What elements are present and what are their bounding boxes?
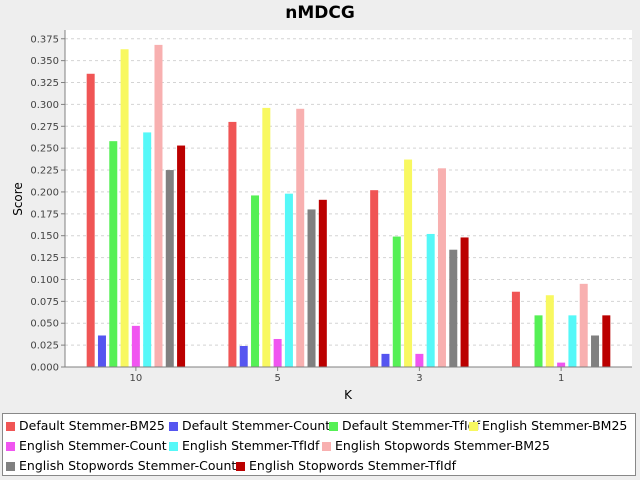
y-tick-label: 0.100 [30, 275, 59, 286]
y-tick-label: 0.375 [30, 34, 59, 45]
legend-swatch [322, 442, 331, 451]
legend-swatch [6, 422, 15, 431]
bar [318, 199, 327, 367]
legend-label: Default Stemmer-BM25 [19, 418, 165, 433]
legend-label: English Stopwords Stemmer-TfIdf [249, 458, 457, 473]
legend-label: Default Stemmer-TfIdf [342, 418, 480, 433]
y-tick-label: 0.250 [30, 144, 59, 155]
bar [557, 362, 566, 367]
legend-label: English Stemmer-TfIdf [182, 438, 320, 453]
legend-item: English Stemmer-BM25 [469, 416, 627, 436]
bar-chart: nMDCG 0.000 0.025 0.050 0.075 0.100 0.125 0.15… [11, 3, 632, 402]
bar [579, 283, 588, 367]
bar [239, 345, 248, 367]
y-tick-label: 0.125 [30, 253, 59, 264]
legend-swatch [469, 422, 478, 431]
bar [568, 315, 577, 367]
bar [415, 353, 424, 367]
y-tick-label: 0.150 [30, 231, 59, 242]
y-tick-label: 0.325 [30, 78, 59, 89]
bar [109, 141, 118, 367]
bar [120, 49, 129, 367]
bar [154, 44, 163, 367]
legend-item: Default Stemmer-Count [169, 416, 330, 436]
legend-item: English Stopwords Stemmer-Count [6, 456, 236, 476]
legend-item: Default Stemmer-BM25 [6, 416, 165, 436]
bar [296, 108, 305, 367]
x-tick-label: 1 [558, 373, 564, 384]
bar [404, 159, 413, 367]
chart-title: nMDCG [285, 3, 355, 23]
x-tick-label: 3 [416, 373, 422, 384]
legend-swatch [169, 422, 178, 431]
bar [273, 338, 282, 367]
bar [591, 335, 600, 367]
y-tick-label: 0.275 [30, 122, 59, 133]
legend-swatch [329, 422, 338, 431]
axes: 0.000 0.025 0.050 0.075 0.100 0.125 0.150 0.175… [30, 30, 632, 384]
legend-item: English Stopwords Stemmer-TfIdf [236, 456, 456, 476]
legend-label: English Stopwords Stemmer-BM25 [335, 438, 550, 453]
y-tick-label: 0.025 [30, 341, 59, 352]
x-tick-label: 5 [274, 373, 280, 384]
bar [284, 193, 293, 367]
bar [262, 107, 271, 367]
legend-swatch [6, 462, 15, 471]
legend-item: English Stemmer-Count [6, 436, 167, 456]
y-tick-label: 0.225 [30, 166, 59, 177]
bar [392, 236, 401, 367]
bar [534, 315, 543, 367]
legend-label: Default Stemmer-Count [182, 418, 331, 433]
x-tick-label: 10 [130, 373, 143, 384]
bar [251, 195, 260, 367]
bar [370, 190, 379, 367]
y-axis-label: Score [11, 182, 25, 216]
bar [426, 233, 435, 367]
bar [165, 170, 174, 367]
y-tick-label: 0.200 [30, 187, 59, 198]
bar [449, 249, 458, 367]
chart-legend: Default Stemmer-BM25 Default Stemmer-Coun… [2, 413, 636, 476]
bar [381, 353, 390, 367]
bar [228, 121, 237, 367]
bar [602, 315, 611, 367]
x-axis-label: K [344, 388, 353, 402]
bar [545, 295, 554, 367]
y-tick-label: 0.300 [30, 100, 59, 111]
grid-lines [65, 38, 632, 346]
bars [86, 44, 611, 367]
legend-swatch [6, 442, 15, 451]
y-tick-label: 0.350 [30, 56, 59, 67]
bar [177, 145, 186, 367]
legend-item: English Stemmer-TfIdf [169, 436, 319, 456]
bar [97, 335, 106, 367]
bar [143, 132, 152, 367]
legend-label: English Stemmer-BM25 [482, 418, 628, 433]
bar [460, 237, 469, 367]
y-tick-label: 0.000 [30, 363, 59, 374]
bar [511, 291, 520, 367]
legend-label: English Stopwords Stemmer-Count [19, 458, 237, 473]
bar [307, 209, 316, 367]
bar [131, 325, 140, 367]
legend-item: English Stopwords Stemmer-BM25 [322, 436, 550, 456]
y-tick-label: 0.075 [30, 297, 59, 308]
legend-swatch [169, 442, 178, 451]
y-tick-label: 0.050 [30, 319, 59, 330]
bar [86, 73, 95, 367]
legend-label: English Stemmer-Count [19, 438, 167, 453]
legend-item: Default Stemmer-TfIdf [329, 416, 480, 436]
legend-swatch [236, 462, 245, 471]
y-tick-label: 0.175 [30, 209, 59, 220]
bar [437, 168, 446, 367]
